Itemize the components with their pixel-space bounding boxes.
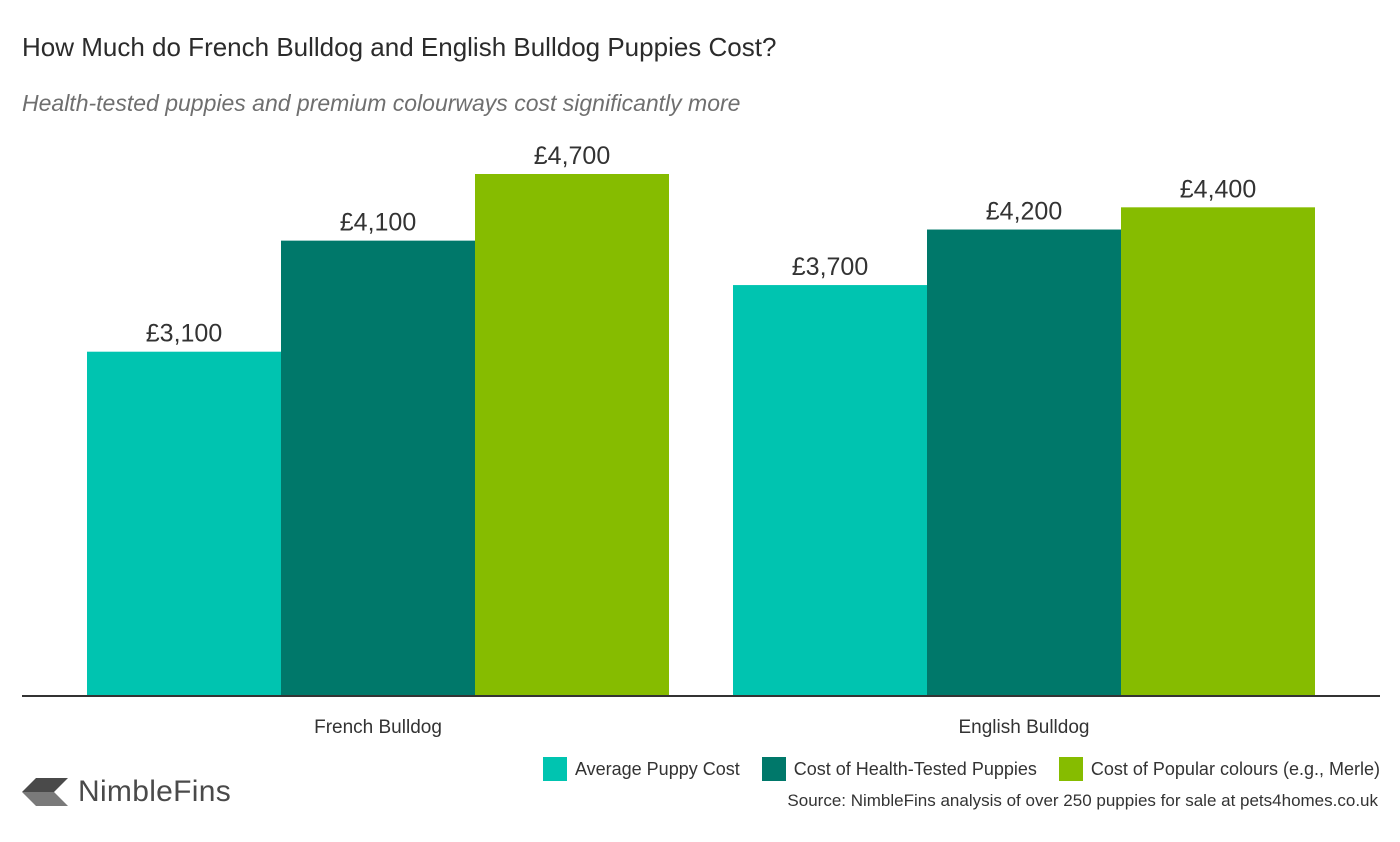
bar-1-2 xyxy=(1121,207,1315,696)
x-tick-label-0: French Bulldog xyxy=(314,717,442,738)
data-label-0-0: £3,100 xyxy=(146,320,222,348)
legend-item-average: Average Puppy Cost xyxy=(542,757,740,781)
chevron-left-logo-icon xyxy=(22,778,68,806)
bar-0-0 xyxy=(87,351,281,696)
legend-item-health-tested: Cost of Health-Tested Puppies xyxy=(761,757,1037,781)
legend-label-popular-colours: Cost of Popular colours (e.g., Merle) xyxy=(1090,758,1380,779)
bar-1-0 xyxy=(733,285,927,696)
legend-item-popular-colours: Cost of Popular colours (e.g., Merle) xyxy=(1058,757,1380,781)
data-label-1-1: £4,200 xyxy=(986,198,1062,226)
data-label-1-0: £3,700 xyxy=(792,253,868,281)
legend-swatch-popular-colours xyxy=(1058,757,1083,781)
bar-0-1 xyxy=(281,240,475,696)
legend-label-average: Average Puppy Cost xyxy=(574,758,740,779)
data-label-1-2: £4,400 xyxy=(1180,175,1256,203)
logo: NimbleFins xyxy=(22,774,231,810)
x-tick-label-1: English Bulldog xyxy=(959,717,1090,738)
chart-title: How Much do French Bulldog and English B… xyxy=(22,32,777,62)
source-note: Source: NimbleFins analysis of over 250 … xyxy=(787,791,1378,810)
bar-1-1 xyxy=(927,229,1121,696)
legend-swatch-average xyxy=(542,757,567,781)
legend-label-health-tested: Cost of Health-Tested Puppies xyxy=(793,758,1037,779)
logo-text: NimbleFins xyxy=(78,775,232,808)
legend: Average Puppy Cost Cost of Health-Tested… xyxy=(542,757,1380,781)
bar-0-2 xyxy=(475,174,669,696)
chart-subtitle: Health-tested puppies and premium colour… xyxy=(22,90,741,116)
data-label-0-1: £4,100 xyxy=(340,209,416,237)
legend-swatch-health-tested xyxy=(761,757,786,781)
data-label-0-2: £4,700 xyxy=(534,142,610,170)
